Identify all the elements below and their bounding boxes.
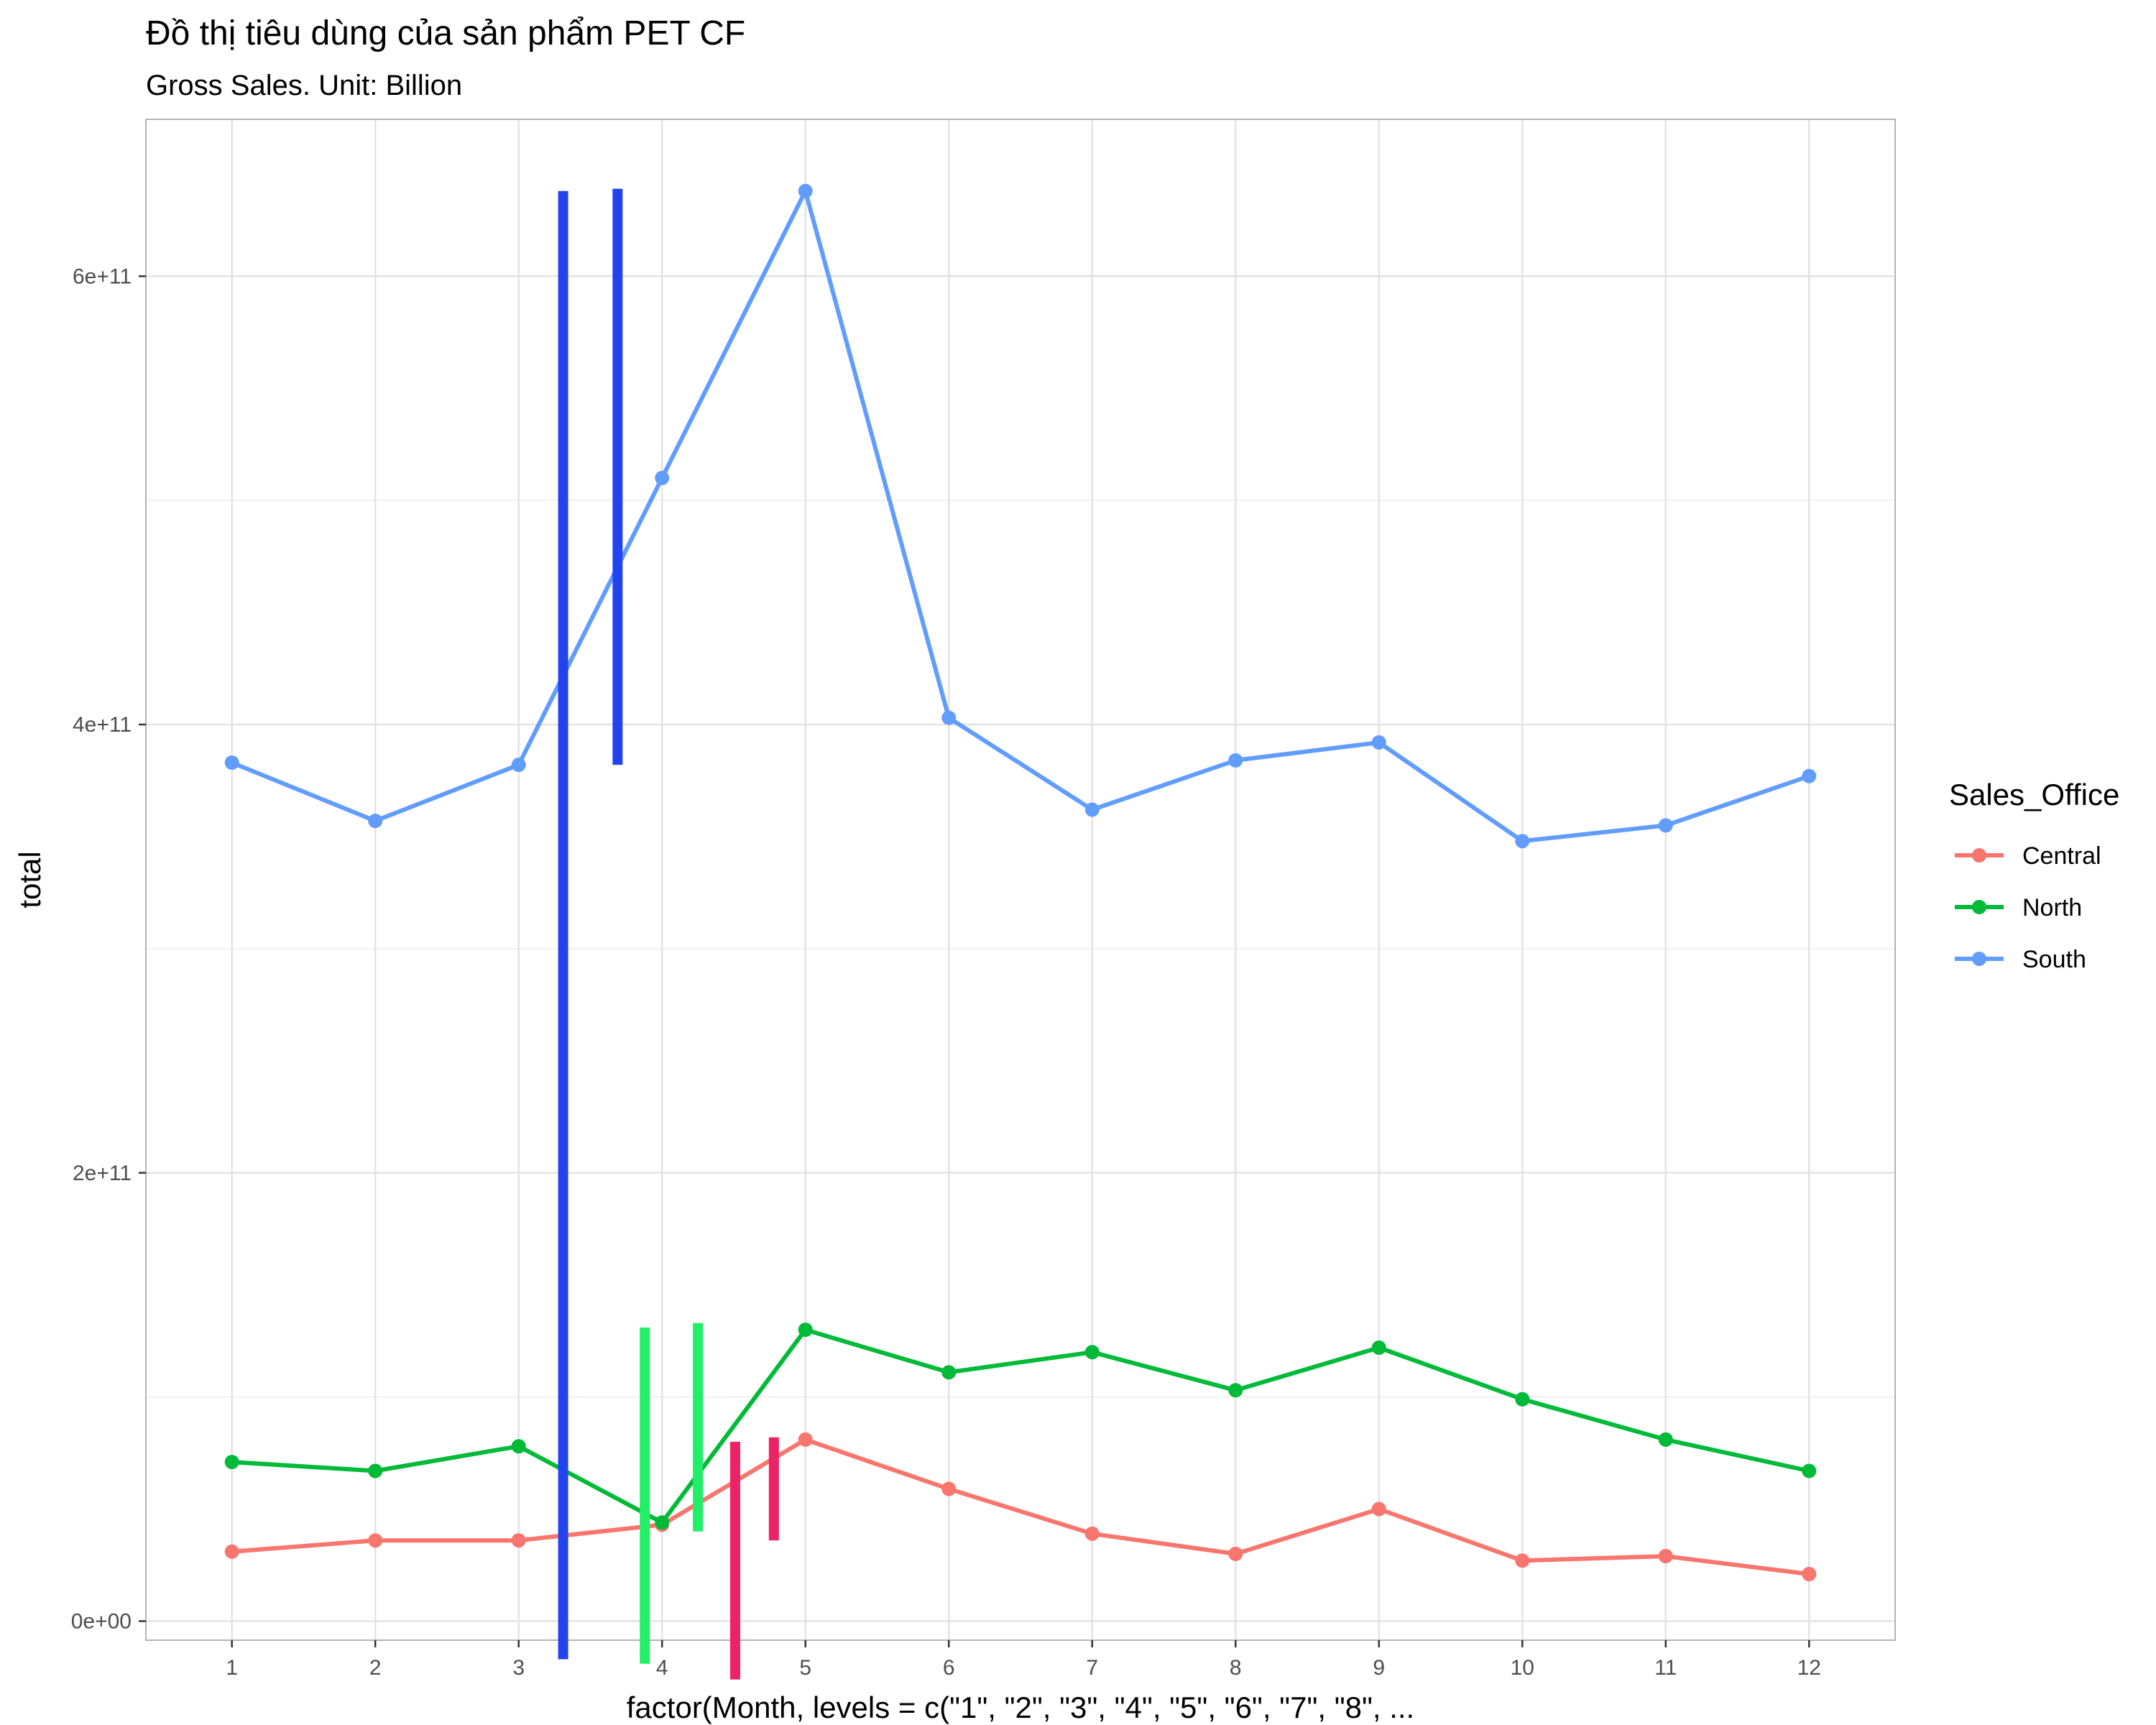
data-point — [1084, 1345, 1100, 1360]
data-point — [1228, 753, 1243, 768]
legend: Sales_Office Central North South — [1949, 778, 2119, 973]
y-tick-label: 6e+11 — [73, 264, 132, 288]
data-point — [798, 1322, 813, 1338]
x-tick-label: 2 — [369, 1656, 382, 1680]
data-point — [1658, 1549, 1673, 1564]
data-point — [941, 1365, 957, 1380]
legend-items: Central North South — [1955, 842, 2101, 973]
chart-subtitle: Gross Sales. Unit: Billion — [146, 70, 462, 101]
annotation-bars — [558, 188, 779, 1680]
data-point — [1658, 818, 1673, 833]
y-axis-title: total — [13, 851, 47, 908]
data-point — [1371, 1501, 1386, 1517]
data-point — [798, 183, 813, 198]
data-point — [655, 1515, 670, 1530]
data-point — [368, 1533, 383, 1548]
x-axis-title: factor(Month, levels = c("1", "2", "3", … — [627, 1690, 1414, 1724]
legend-key-point — [1972, 848, 1986, 862]
y-tick-label: 4e+11 — [73, 713, 132, 737]
data-point — [798, 1432, 813, 1447]
data-point — [224, 1544, 239, 1559]
grid-major — [146, 119, 1895, 1640]
data-point — [1802, 1567, 1817, 1581]
legend-item-north: North — [1955, 894, 2082, 921]
legend-key-point — [1972, 900, 1986, 914]
series-central — [224, 1432, 1817, 1581]
data-point — [511, 1439, 526, 1454]
data-point — [511, 1533, 526, 1548]
series-north — [224, 1322, 1817, 1530]
x-tick-label: 3 — [512, 1656, 525, 1680]
legend-title: Sales_Office — [1949, 778, 2119, 811]
legend-label: South — [2022, 946, 2086, 973]
x-tick-label: 6 — [943, 1656, 955, 1680]
x-tick-label: 11 — [1654, 1656, 1677, 1680]
y-tick-label: 0e+00 — [71, 1609, 132, 1633]
x-axis: 1 2 3 4 5 6 7 8 9 10 11 12 — [226, 1640, 1821, 1680]
data-point — [1802, 1463, 1817, 1478]
data-point — [1515, 1553, 1530, 1568]
legend-label: Central — [2022, 842, 2101, 870]
x-tick-label: 9 — [1373, 1656, 1385, 1680]
data-point — [1228, 1383, 1243, 1398]
data-point — [941, 710, 957, 725]
data-point — [941, 1481, 957, 1496]
data-point — [1084, 1526, 1100, 1541]
data-point — [1515, 1392, 1530, 1407]
grid-minor — [146, 500, 1895, 1398]
series-lines — [224, 183, 1817, 1581]
data-point — [1371, 1340, 1386, 1356]
series-south — [224, 183, 1817, 849]
data-point — [511, 758, 526, 773]
data-point — [1371, 735, 1386, 750]
x-tick-label: 10 — [1511, 1656, 1534, 1680]
x-tick-label: 4 — [656, 1656, 668, 1680]
legend-item-central: Central — [1955, 842, 2101, 870]
legend-key-point — [1972, 952, 1986, 966]
x-tick-label: 1 — [226, 1656, 238, 1680]
data-point — [368, 1463, 383, 1478]
data-point — [1228, 1546, 1243, 1561]
y-tick-label: 2e+11 — [73, 1162, 132, 1185]
chart-title: Đồ thị tiêu dùng của sản phẩm PET CF — [146, 14, 745, 52]
panel-border — [145, 119, 1896, 1641]
series-line — [231, 188, 1810, 844]
x-tick-label: 12 — [1797, 1656, 1821, 1680]
data-point — [224, 755, 239, 770]
series-line — [231, 1328, 1810, 1525]
y-axis: 0e+00 2e+11 4e+11 6e+11 — [71, 264, 146, 1633]
data-point — [368, 814, 383, 829]
data-point — [1084, 802, 1100, 817]
series-line — [231, 1437, 1810, 1576]
data-point — [1515, 834, 1530, 849]
data-point — [224, 1455, 239, 1470]
data-point — [655, 470, 670, 485]
legend-label: North — [2022, 894, 2082, 921]
data-point — [1802, 768, 1817, 783]
x-tick-label: 7 — [1086, 1656, 1098, 1680]
x-tick-label: 8 — [1230, 1656, 1242, 1680]
data-point — [1658, 1432, 1673, 1447]
legend-item-south: South — [1955, 946, 2086, 973]
x-tick-label: 5 — [799, 1656, 811, 1680]
